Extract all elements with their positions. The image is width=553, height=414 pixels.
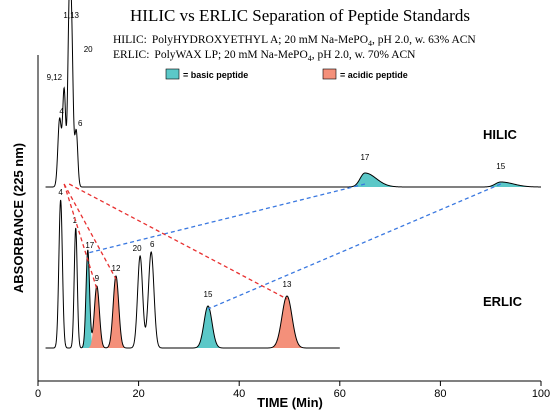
x-tick-label: 0	[35, 388, 41, 400]
hilic-text-b: , pH 2.0, w. 63% ACN	[372, 34, 476, 46]
hilic-peak-fill-17	[339, 173, 407, 187]
link-line-12	[63, 183, 117, 280]
hilic-trace-label: HILIC	[483, 127, 518, 142]
erlic-peak-label: 15	[204, 290, 213, 299]
link-line-13	[68, 183, 288, 300]
chart-title: HILIC vs ERLIC Separation of Peptide Sta…	[130, 6, 470, 25]
hilic-peak-fill-15	[471, 182, 548, 187]
hilic-prefix: HILIC:	[113, 34, 147, 46]
hilic-peak-label: 17	[360, 153, 369, 162]
erlic-trace-label: ERLIC	[483, 294, 523, 309]
erlic-peak-label: 17	[85, 241, 94, 250]
hilic-text-a: PolyHYDROXYETHYL A; 20 mM Na-MePO	[152, 34, 368, 46]
erlic-peak-label: 13	[283, 280, 292, 289]
hilic-peak-label: 4	[59, 107, 64, 116]
x-tick-label: 80	[434, 388, 446, 400]
erlic-peak-label: 9	[95, 274, 100, 283]
link-line-15	[207, 183, 502, 310]
legend-basic-swatch	[165, 68, 180, 80]
hilic-trace	[45, 0, 541, 188]
erlic-peak-label: 6	[150, 240, 155, 249]
hilic-peak-label: 15	[496, 162, 505, 171]
erlic-peak-label: 20	[133, 244, 142, 253]
erlic-peak-fill-15	[195, 306, 221, 348]
x-tick-label: 40	[233, 388, 245, 400]
hilic-peak-label: 1,13	[63, 11, 79, 20]
erlic-text-b: , pH 2.0, w. 70% ACN	[312, 49, 416, 61]
erlic-peak-label: 4	[58, 188, 63, 197]
erlic-peak-fill-17	[82, 250, 94, 348]
hilic-peak-label: 9,12	[47, 73, 63, 82]
legend: = basic peptide = acidic peptide	[165, 68, 408, 80]
hilic-conditions: HILIC: PolyHYDROXYETHYL A; 20 mM Na-MePO4…	[113, 34, 476, 48]
erlic-conditions: ERLIC: PolyWAX LP; 20 mM Na-MePO4, pH 2.0…	[113, 49, 416, 63]
erlic-peak-label: 12	[112, 264, 121, 273]
erlic-sub: 4	[308, 54, 312, 63]
legend-basic-label: = basic peptide	[183, 70, 248, 80]
x-tick-label: 20	[132, 388, 144, 400]
x-tick-label: 100	[532, 388, 550, 400]
conditions: HILIC: PolyHYDROXYETHYL A; 20 mM Na-MePO4…	[113, 34, 476, 63]
erlic-peak-fill-12	[107, 276, 125, 348]
hilic-peak-label: 20	[84, 45, 93, 54]
legend-acidic-swatch	[322, 68, 337, 80]
x-axis-label: TIME (Min)	[257, 395, 323, 410]
link-line-9	[63, 183, 98, 290]
erlic-trace	[45, 199, 340, 349]
erlic-prefix: ERLIC:	[113, 49, 149, 61]
link-line-17	[87, 183, 366, 254]
erlic-text-a: PolyWAX LP; 20 mM Na-MePO	[154, 49, 307, 61]
hilic-peak-label: 6	[78, 119, 83, 128]
y-axis-label: ABSORBANCE (225 nm)	[11, 143, 26, 293]
erlic-peak-fill-13	[270, 296, 304, 348]
x-tick-label: 60	[334, 388, 346, 400]
hilic-sub: 4	[368, 39, 372, 48]
legend-acidic-label: = acidic peptide	[340, 70, 408, 80]
